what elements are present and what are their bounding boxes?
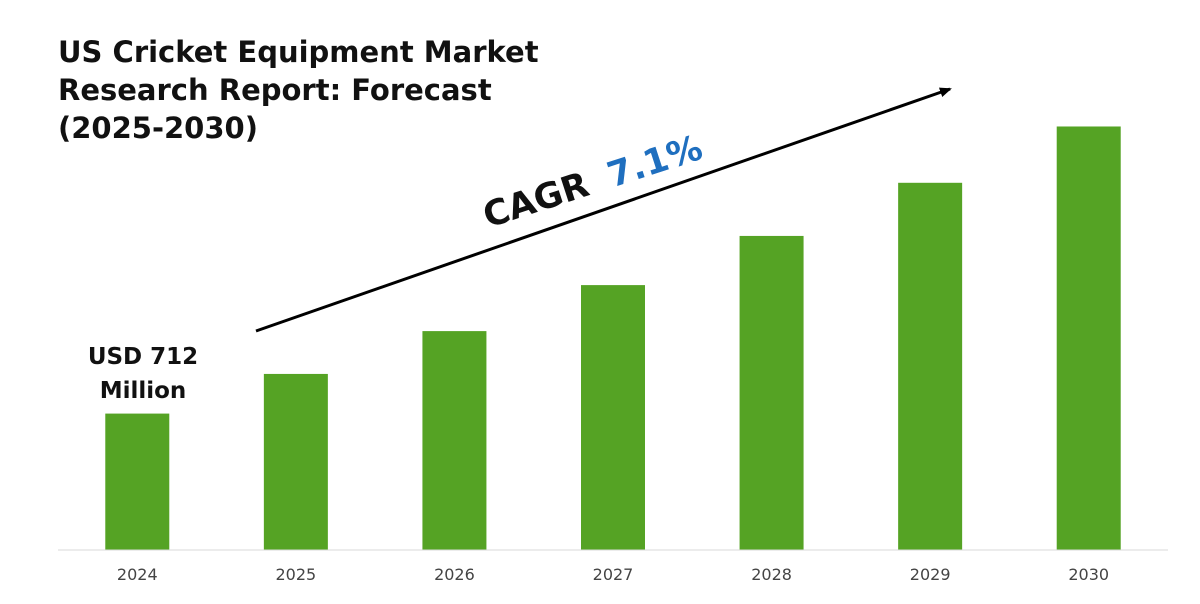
chart-title: US Cricket Equipment Market Research Rep… xyxy=(58,35,539,145)
x-tick-label-2026: 2026 xyxy=(434,565,475,584)
bars-layer xyxy=(105,126,1121,551)
chart-title-line-1: US Cricket Equipment Market xyxy=(58,35,539,69)
x-tick-label-2024: 2024 xyxy=(117,565,158,584)
chart-title-line-2: Research Report: Forecast xyxy=(58,73,492,107)
bar-2025 xyxy=(263,373,328,550)
growth-arrow xyxy=(255,87,952,333)
chart-title-line-3: (2025-2030) xyxy=(58,111,258,145)
bar-2024 xyxy=(105,413,170,550)
x-tick-label-2030: 2030 xyxy=(1068,565,1109,584)
start-value-label: USD 712 Million xyxy=(88,344,198,404)
x-tick-label-2027: 2027 xyxy=(593,565,634,584)
cagr-prefix: CAGR xyxy=(478,165,594,237)
start-value-label-line-2: Million xyxy=(100,378,187,404)
x-tick-label-2028: 2028 xyxy=(751,565,792,584)
x-axis-ticks: 2024 2025 2026 2027 2028 2029 2030 xyxy=(117,565,1109,584)
bar-2027 xyxy=(581,285,645,550)
bar-2026 xyxy=(422,331,487,550)
bar-2030 xyxy=(1056,126,1121,550)
x-tick-label-2025: 2025 xyxy=(275,565,316,584)
cagr-value: 7.1% xyxy=(603,128,708,196)
x-tick-label-2029: 2029 xyxy=(910,565,951,584)
bar-2029 xyxy=(898,182,963,551)
start-value-label-line-1: USD 712 xyxy=(88,344,198,370)
cagr-text: CAGR 7.1% xyxy=(478,128,707,236)
cagr-label: CAGR 7.1% xyxy=(478,128,707,236)
bar-2028 xyxy=(739,235,804,550)
